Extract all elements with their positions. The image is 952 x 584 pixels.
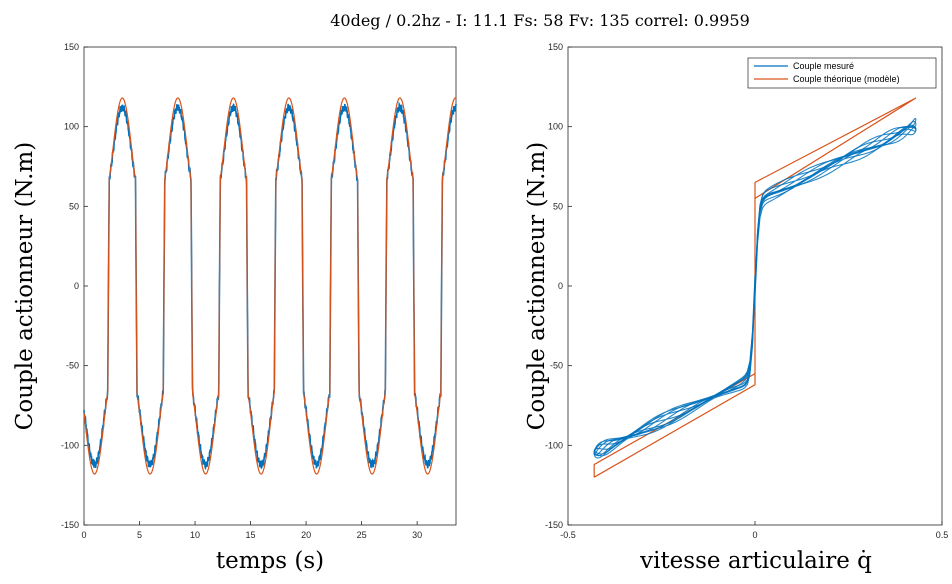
time-plot-ytick-label: -150 bbox=[61, 520, 79, 530]
time-plot-xtick-label: 30 bbox=[412, 530, 422, 540]
phase-plot-series bbox=[593, 97, 917, 478]
phase-plot-ytick-label: -50 bbox=[550, 361, 563, 371]
time-plot-ytick-label: 150 bbox=[64, 42, 79, 52]
time-plot-xtick-label: 5 bbox=[137, 530, 142, 540]
legend-label-theoretical: Couple théorique (modèle) bbox=[793, 74, 900, 84]
phase-plot-xtick-label: -0.5 bbox=[560, 530, 576, 540]
legend-box bbox=[747, 57, 937, 89]
time-plot-xtick-label: 10 bbox=[190, 530, 200, 540]
phase-plot: -0.5 0 0.5 -150 -100 -50 0 50 100 150 vitesse art… bbox=[524, 42, 948, 574]
phase-plot-ticks: -0.5 0 0.5 -150 -100 -50 0 50 100 150 bbox=[545, 42, 948, 540]
time-plot-frame bbox=[83, 46, 457, 526]
time-plot-ytick-label: -50 bbox=[66, 361, 79, 371]
time-plot: 0 5 10 15 20 25 30 -150 -100 -50 0 50 100 150 temps (… bbox=[12, 42, 457, 574]
phase-plot-ytick-label: 100 bbox=[548, 122, 563, 132]
time-plot-xtick-label: 15 bbox=[246, 530, 256, 540]
legend: Couple mesuré Couple théorique (modèle) bbox=[747, 57, 937, 89]
time-plot-xlabel: temps (s) bbox=[216, 548, 324, 574]
time-plot-ytick-label: 100 bbox=[64, 122, 79, 132]
phase-plot-xlabel: vitesse articulaire q̇ bbox=[639, 548, 872, 574]
phase-plot-ylabel: Couple actionneur (N.m) bbox=[524, 142, 550, 430]
time-plot-xtick-label: 20 bbox=[301, 530, 311, 540]
time-plot-xtick-label: 25 bbox=[357, 530, 367, 540]
phase-plot-xtick-label: 0 bbox=[752, 530, 757, 540]
time-plot-ticks: 0 5 10 15 20 25 30 -150 -100 -50 0 50 100 150 bbox=[61, 42, 422, 540]
legend-label-measured: Couple mesuré bbox=[793, 61, 854, 71]
time-plot-series bbox=[83, 97, 457, 475]
phase-plot-series-line-1 bbox=[593, 97, 917, 478]
time-plot-ylabel: Couple actionneur (N.m) bbox=[12, 142, 38, 430]
time-plot-ytick-label: 50 bbox=[69, 201, 79, 211]
phase-plot-series-line-0 bbox=[593, 126, 917, 453]
time-plot-ytick-label: -100 bbox=[61, 440, 79, 450]
figure-title: 40deg / 0.2hz - I: 11.1 Fs: 58 Fv: 135 c… bbox=[330, 11, 750, 30]
phase-plot-ytick-label: -100 bbox=[545, 440, 563, 450]
time-plot-ytick-label: 0 bbox=[74, 281, 79, 291]
phase-plot-ytick-label: 0 bbox=[558, 281, 563, 291]
phase-plot-ytick-label: -150 bbox=[545, 520, 563, 530]
time-plot-series-line-1 bbox=[83, 97, 457, 475]
phase-plot-ytick-label: 50 bbox=[553, 201, 563, 211]
phase-plot-ytick-label: 150 bbox=[548, 42, 563, 52]
phase-plot-xtick-label: 0.5 bbox=[936, 530, 949, 540]
time-plot-xtick-label: 0 bbox=[81, 530, 86, 540]
